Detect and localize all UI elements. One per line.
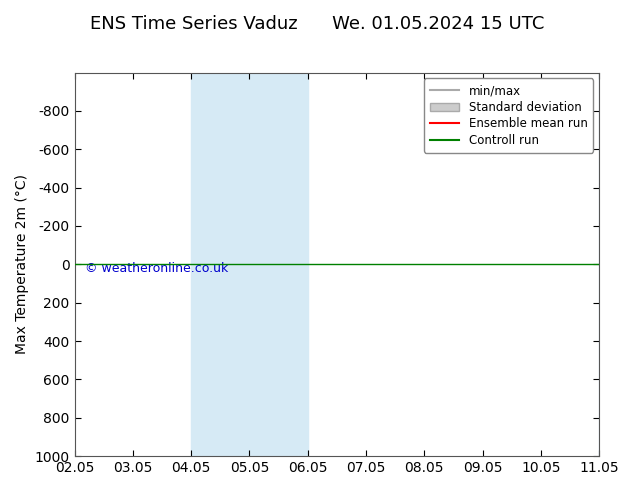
Bar: [599, 73, 634, 456]
Y-axis label: Max Temperature 2m (°C): Max Temperature 2m (°C): [15, 174, 29, 354]
Bar: [191, 73, 307, 456]
Legend: min/max, Standard deviation, Ensemble mean run, Controll run: min/max, Standard deviation, Ensemble me…: [424, 78, 593, 153]
Text: © weatheronline.co.uk: © weatheronline.co.uk: [85, 263, 228, 275]
Text: ENS Time Series Vaduz      We. 01.05.2024 15 UTC: ENS Time Series Vaduz We. 01.05.2024 15 …: [90, 15, 544, 33]
